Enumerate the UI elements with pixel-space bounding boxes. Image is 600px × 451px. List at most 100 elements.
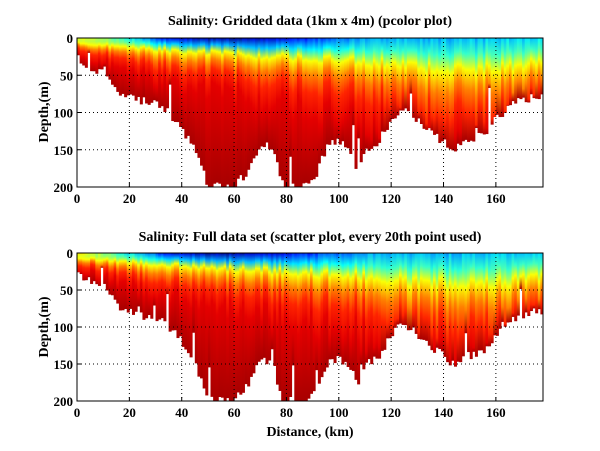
salinity-column <box>90 253 94 284</box>
salinity-column <box>218 38 222 184</box>
salinity-column <box>493 253 497 336</box>
salinity-column <box>417 38 421 119</box>
salinity-column <box>152 38 156 101</box>
salinity-column <box>438 38 442 143</box>
salinity-column <box>108 38 112 80</box>
salinity-column <box>535 38 539 99</box>
salinity-column <box>364 38 368 149</box>
salinity-column <box>367 38 371 151</box>
salinity-column <box>265 38 269 143</box>
salinity-column <box>448 253 452 366</box>
salinity-column <box>286 253 290 401</box>
salinity-column <box>448 38 452 150</box>
salinity-column <box>399 38 403 111</box>
salinity-column <box>477 253 481 351</box>
salinity-column <box>461 38 465 142</box>
salinity-column <box>202 253 206 389</box>
x-tick-label: 60 <box>228 191 241 206</box>
salinity-column <box>105 253 109 291</box>
salinity-field <box>77 38 544 187</box>
salinity-column <box>103 38 107 67</box>
salinity-column <box>124 38 128 98</box>
salinity-column <box>385 38 389 130</box>
salinity-column <box>173 38 177 122</box>
salinity-column <box>79 253 83 275</box>
salinity-column <box>344 253 348 362</box>
salinity-column <box>270 253 274 350</box>
salinity-column <box>184 38 188 139</box>
salinity-column <box>422 38 426 129</box>
salinity-column <box>325 253 329 368</box>
y-tick-label: 100 <box>54 320 74 335</box>
salinity-column <box>111 253 115 296</box>
salinity-column <box>351 253 355 371</box>
y-tick-label: 150 <box>54 143 74 158</box>
salinity-column <box>501 38 505 117</box>
salinity-column <box>139 38 143 105</box>
salinity-column <box>537 38 541 100</box>
salinity-column <box>516 253 520 316</box>
salinity-column <box>532 38 536 99</box>
salinity-column <box>532 253 536 309</box>
salinity-column <box>84 253 88 281</box>
salinity-column <box>474 38 478 128</box>
salinity-column <box>317 38 321 164</box>
salinity-column <box>270 38 274 150</box>
x-axis-label: Distance, (km) <box>266 425 353 440</box>
salinity-column <box>346 253 350 368</box>
salinity-column <box>249 38 253 164</box>
salinity-column <box>409 253 413 331</box>
salinity-column <box>244 38 248 177</box>
salinity-column <box>142 253 146 320</box>
salinity-column <box>498 38 502 118</box>
salinity-column <box>268 253 272 361</box>
salinity-column <box>330 38 334 141</box>
salinity-column <box>425 253 429 341</box>
salinity-column <box>414 38 418 122</box>
plot-title: Salinity: Full data set (scatter plot, e… <box>139 230 482 245</box>
salinity-column <box>113 38 117 88</box>
salinity-column <box>260 253 264 360</box>
salinity-column <box>268 38 272 150</box>
salinity-column <box>192 253 196 333</box>
salinity-column <box>391 253 395 337</box>
salinity-column <box>150 38 154 103</box>
salinity-column <box>472 253 476 352</box>
salinity-column <box>501 253 505 322</box>
salinity-column <box>87 38 91 53</box>
salinity-column <box>126 38 130 96</box>
salinity-column <box>108 253 112 295</box>
salinity-column <box>97 253 101 286</box>
salinity-column <box>262 253 266 358</box>
salinity-column <box>121 253 125 311</box>
salinity-column <box>393 253 397 328</box>
salinity-column <box>275 38 279 163</box>
salinity-column <box>349 38 353 154</box>
salinity-column <box>354 253 358 380</box>
salinity-column <box>417 253 421 339</box>
salinity-column <box>265 253 269 365</box>
x-tick-label: 120 <box>381 405 401 420</box>
salinity-column <box>537 253 541 310</box>
salinity-column <box>422 253 426 340</box>
salinity-column <box>139 253 143 313</box>
salinity-column <box>155 253 159 322</box>
salinity-column <box>490 253 494 344</box>
salinity-column <box>231 38 235 187</box>
salinity-column <box>92 38 96 72</box>
x-tick-label: 80 <box>280 191 293 206</box>
salinity-column <box>210 253 214 397</box>
salinity-column <box>105 38 109 77</box>
salinity-column <box>323 38 327 157</box>
salinity-column <box>90 38 94 72</box>
salinity-column <box>234 38 238 187</box>
salinity-column <box>433 38 437 135</box>
salinity-column <box>375 253 379 359</box>
salinity-column <box>302 253 306 401</box>
salinity-column <box>179 38 183 127</box>
salinity-column <box>294 38 298 187</box>
salinity-column <box>247 38 251 170</box>
salinity-column <box>304 253 308 401</box>
salinity-column <box>446 253 450 363</box>
salinity-column <box>514 38 518 104</box>
